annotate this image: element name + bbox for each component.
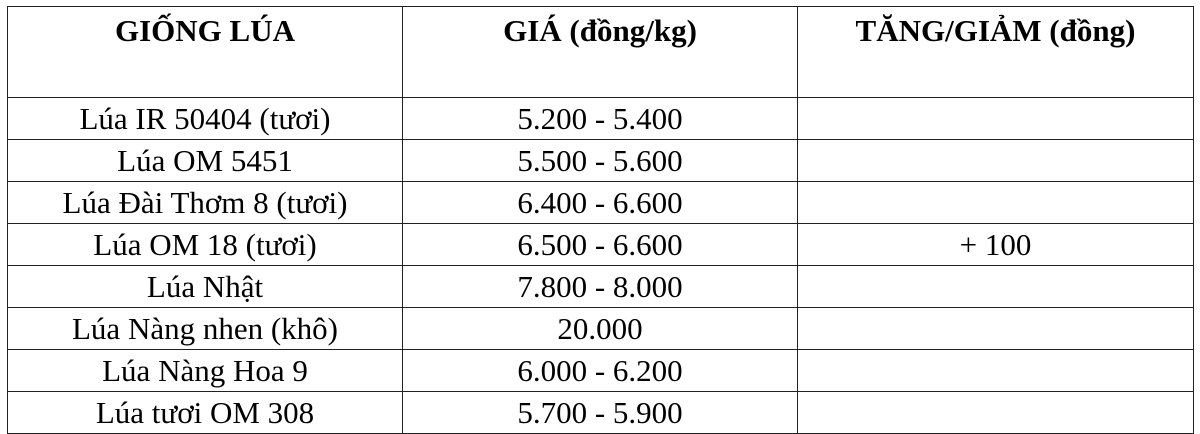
price-cell: 6.400 - 6.600 [402,181,798,224]
change-cell [797,349,1194,392]
rice-price-table: GIỐNG LÚA GIÁ (đồng/kg) TĂNG/GIẢM (đồng)… [7,6,1194,434]
table-row: Lúa Đài Thơm 8 (tươi) 6.400 - 6.600 [7,181,1194,224]
variety-cell: Lúa OM 18 (tươi) [7,223,403,266]
price-cell: 5.200 - 5.400 [402,97,798,140]
price-cell: 7.800 - 8.000 [402,265,798,308]
price-cell: 6.500 - 6.600 [402,223,798,266]
table-row: Lúa Nàng Hoa 9 6.000 - 6.200 [7,349,1194,392]
table-row: Lúa IR 50404 (tươi) 5.200 - 5.400 [7,97,1194,140]
header-price: GIÁ (đồng/kg) [402,6,798,98]
table-row: Lúa OM 5451 5.500 - 5.600 [7,139,1194,182]
change-cell [797,97,1194,140]
header-row: GIỐNG LÚA GIÁ (đồng/kg) TĂNG/GIẢM (đồng) [7,6,1194,98]
change-cell [797,265,1194,308]
variety-cell: Lúa Đài Thơm 8 (tươi) [7,181,403,224]
table-row: Lúa Nàng nhen (khô) 20.000 [7,307,1194,350]
header-change: TĂNG/GIẢM (đồng) [797,6,1194,98]
price-cell: 5.700 - 5.900 [402,391,798,434]
variety-cell: Lúa OM 5451 [7,139,403,182]
price-cell: 6.000 - 6.200 [402,349,798,392]
price-cell: 5.500 - 5.600 [402,139,798,182]
change-cell [797,307,1194,350]
change-cell: + 100 [797,223,1194,266]
variety-cell: Lúa Nhật [7,265,403,308]
variety-cell: Lúa Nàng nhen (khô) [7,307,403,350]
header-variety: GIỐNG LÚA [7,6,403,98]
variety-cell: Lúa tươi OM 308 [7,391,403,434]
price-cell: 20.000 [402,307,798,350]
table-row: Lúa tươi OM 308 5.700 - 5.900 [7,391,1194,434]
table-row: Lúa OM 18 (tươi) 6.500 - 6.600 + 100 [7,223,1194,266]
variety-cell: Lúa IR 50404 (tươi) [7,97,403,140]
change-cell [797,391,1194,434]
change-cell [797,139,1194,182]
table-row: Lúa Nhật 7.800 - 8.000 [7,265,1194,308]
variety-cell: Lúa Nàng Hoa 9 [7,349,403,392]
change-cell [797,181,1194,224]
